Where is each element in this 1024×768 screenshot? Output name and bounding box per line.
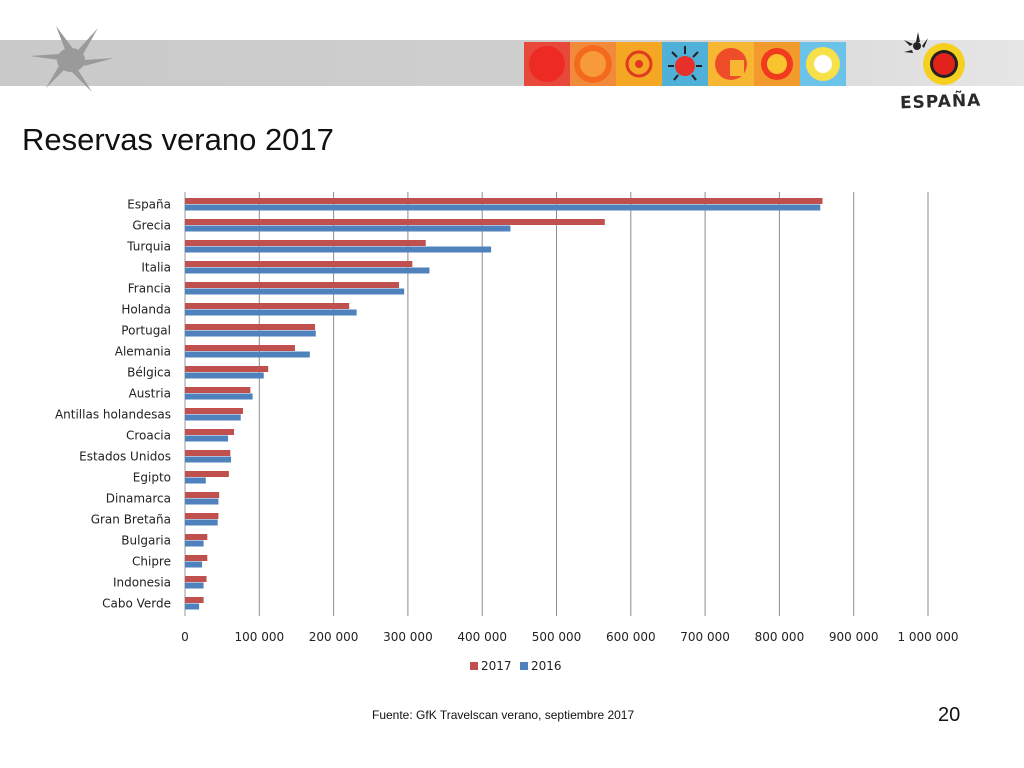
logo-text: ESPAÑA [899, 90, 982, 114]
category-label: Croacia [126, 429, 171, 443]
category-label: Portugal [121, 324, 171, 338]
spain-sun-logo: ESPAÑA [898, 30, 984, 118]
bar-2016 [185, 582, 204, 589]
bar-2016 [185, 309, 357, 316]
category-label: Francia [128, 282, 171, 296]
sun-tiles-banner [524, 42, 846, 86]
category-label: Indonesia [113, 576, 171, 590]
bar-2017 [185, 366, 269, 372]
bar-2017 [185, 555, 208, 561]
x-tick-label: 0 [181, 630, 189, 644]
sun-tile-icon [800, 42, 846, 86]
sun-tile-icon [754, 42, 800, 86]
x-tick-label: 800 000 [755, 630, 805, 644]
bar-2016 [185, 603, 200, 610]
bar-2017 [185, 387, 251, 393]
sun-tile-icon [708, 42, 754, 86]
category-label: Gran Bretaña [91, 513, 171, 527]
bar-2017 [185, 450, 231, 456]
category-label: Turquia [126, 240, 171, 254]
bar-2017 [185, 429, 235, 435]
bar-2017 [185, 240, 426, 246]
bar-2017 [185, 471, 229, 477]
category-label: Bélgica [127, 366, 171, 380]
bar-2016 [185, 540, 204, 547]
x-tick-label: 500 000 [532, 630, 582, 644]
sun-tile-icon [662, 42, 708, 86]
category-label: Italia [141, 261, 171, 275]
bar-2016 [185, 351, 310, 358]
bar-2017 [185, 408, 243, 414]
bar-2016 [185, 519, 218, 526]
x-tick-label: 100 000 [234, 630, 284, 644]
category-label: España [127, 198, 171, 212]
bar-2017 [185, 492, 220, 498]
legend-label-2016: 2016 [531, 659, 562, 673]
bar-2016 [185, 477, 206, 484]
category-label: Holanda [121, 303, 171, 317]
bar-2017 [185, 513, 219, 519]
source-note: Fuente: GfK Travelscan verano, septiembr… [372, 708, 635, 722]
x-tick-label: 1 000 000 [897, 630, 958, 644]
legend-label-2017: 2017 [481, 659, 512, 673]
x-tick-label: 200 000 [309, 630, 359, 644]
bar-2016 [185, 456, 232, 463]
bar-2016 [185, 225, 511, 232]
category-label: Cabo Verde [102, 597, 171, 611]
header-band [0, 40, 1024, 86]
bar-2017 [185, 534, 208, 540]
page-title: Reservas verano 2017 [22, 122, 334, 157]
category-label: Egipto [133, 471, 171, 485]
bar-2016 [185, 414, 241, 421]
bar-2017 [185, 345, 295, 351]
x-tick-label: 300 000 [383, 630, 433, 644]
bar-2016 [185, 288, 405, 295]
category-label: Austria [129, 387, 171, 401]
bar-2016 [185, 435, 229, 442]
category-label: Chipre [132, 555, 171, 569]
bar-2017 [185, 219, 605, 225]
category-label: Alemania [115, 345, 171, 359]
category-label: Antillas holandesas [55, 408, 171, 422]
legend-swatch-2016 [520, 662, 528, 670]
legend-swatch-2017 [470, 662, 478, 670]
category-label: Bulgaria [121, 534, 171, 548]
bar-2016 [185, 246, 492, 253]
page-number: 20 [938, 704, 961, 726]
x-tick-label: 700 000 [680, 630, 730, 644]
bar-2016 [185, 267, 430, 274]
bar-2017 [185, 261, 413, 267]
bar-2016 [185, 393, 253, 400]
x-tick-label: 400 000 [457, 630, 507, 644]
bar-2017 [185, 303, 350, 309]
bar-chart: 0 100 000 200 000 300 000 400 000 500 000 600 … [55, 192, 959, 673]
category-label: Dinamarca [106, 492, 171, 506]
bar-2017 [185, 198, 823, 204]
sun-tile-icon [524, 42, 570, 86]
sun-tile-icon [570, 42, 616, 86]
category-label: Grecia [132, 219, 171, 233]
bar-2017 [185, 576, 207, 582]
bar-2016 [185, 498, 219, 505]
bar-2016 [185, 561, 203, 568]
sun-tile-icon [616, 42, 662, 86]
x-tick-label: 900 000 [829, 630, 879, 644]
bar-2017 [185, 324, 316, 330]
bar-2017 [185, 597, 204, 603]
category-label: Estados Unidos [79, 450, 171, 464]
bar-2016 [185, 372, 264, 379]
spain-sun-logo-icon [904, 32, 965, 85]
bar-2016 [185, 204, 821, 211]
decorative-star-icon [30, 26, 114, 92]
bar-2016 [185, 330, 316, 337]
x-tick-label: 600 000 [606, 630, 656, 644]
bar-2017 [185, 282, 399, 288]
